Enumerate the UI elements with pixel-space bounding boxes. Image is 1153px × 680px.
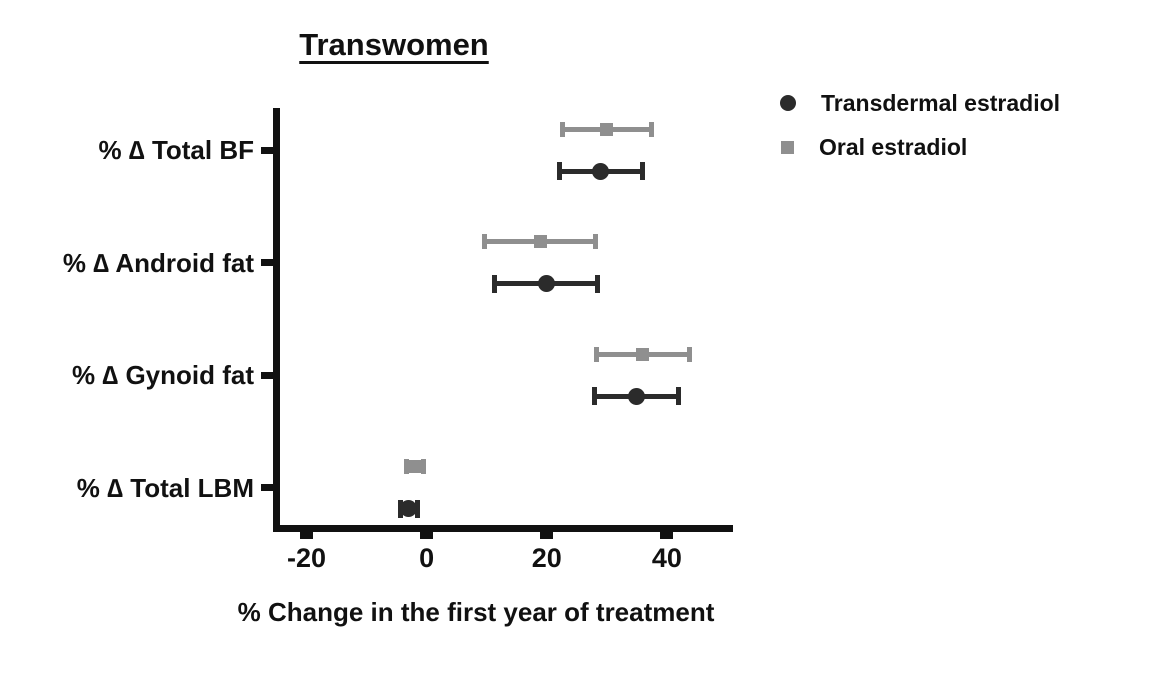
square-marker-icon [781, 140, 794, 154]
x-axis-tick-label: 20 [531, 543, 562, 573]
error-bar-cap-low [491, 274, 497, 293]
circle-marker-icon [780, 95, 796, 111]
error-bar-cap-low [397, 499, 403, 518]
data-point-circle [592, 162, 610, 180]
error-bar-cap-high [414, 499, 420, 518]
error-bar-cap-low [591, 387, 597, 405]
data-point-circle [538, 275, 556, 292]
x-axis-tick [420, 532, 434, 539]
error-bar-cap-high [420, 459, 426, 474]
category-label: % ∆ Android fat [62, 247, 254, 278]
y-axis-tick [261, 146, 273, 154]
legend: Transdermal estradiol Oral estradiol [780, 88, 1060, 176]
x-axis-title: % Change in the first year of treatment [237, 597, 715, 627]
x-axis-tick [660, 532, 674, 539]
category-label: % ∆ Total BF [98, 135, 254, 165]
error-bar-cap-high [593, 234, 599, 249]
x-axis-line [273, 525, 733, 532]
x-axis-tick-label: 0 [419, 543, 435, 573]
data-point-square [534, 235, 548, 248]
x-axis-tick-label: 40 [651, 543, 682, 573]
y-axis-tick [261, 484, 273, 491]
error-bar-cap-low [481, 234, 487, 249]
legend-item-transdermal: Transdermal estradiol [780, 88, 1060, 118]
category-label: % ∆ Gynoid fat [71, 360, 254, 390]
error-bar-cap-high [639, 162, 645, 180]
y-axis-tick [261, 371, 273, 379]
error-bar-cap-low [559, 121, 565, 137]
data-point-square [408, 460, 422, 473]
y-axis-tick [261, 259, 273, 266]
error-bar-cap-low [556, 162, 562, 180]
data-point-circle [400, 500, 418, 517]
data-point-square [600, 122, 614, 136]
y-axis-line [273, 108, 280, 532]
category-label: % ∆ Total LBM [76, 472, 254, 503]
error-bar-cap-high [686, 346, 692, 362]
error-bar-cap-high [675, 387, 681, 405]
error-bar-cap-high [648, 121, 654, 137]
error-bar-cap-high [594, 274, 600, 293]
legend-label-transdermal: Transdermal estradiol [821, 89, 1061, 116]
data-point-circle [628, 387, 646, 405]
error-bar-cap-low [594, 346, 600, 362]
x-axis-tick [540, 532, 554, 539]
x-axis-tick-label: -20 [287, 543, 327, 573]
legend-label-oral: Oral estradiol [819, 133, 968, 160]
error-bar-cap-low [403, 459, 409, 474]
data-point-square [636, 347, 650, 361]
chart-title: Transwomen [299, 27, 489, 62]
x-axis-tick [300, 532, 314, 539]
legend-item-oral: Oral estradiol [780, 132, 1060, 162]
